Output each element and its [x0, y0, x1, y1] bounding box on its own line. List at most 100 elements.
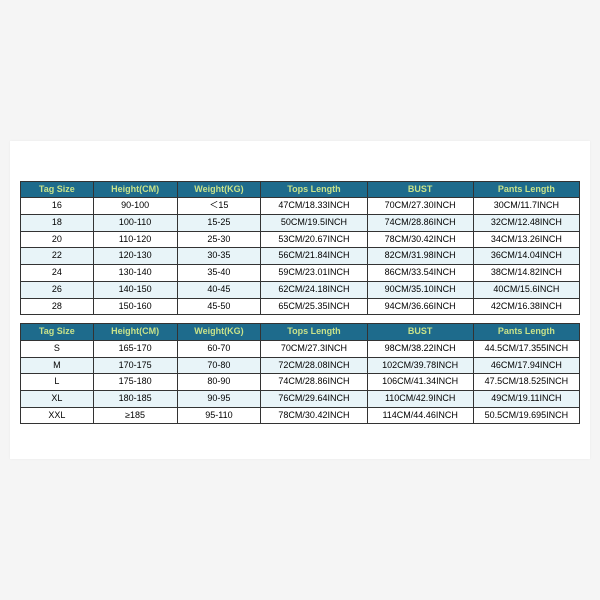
table-cell: 170-175	[93, 357, 177, 374]
table-cell: 20	[21, 231, 94, 248]
table-cell: 78CM/30.42INCH	[261, 407, 367, 424]
table-cell: 35-40	[177, 265, 261, 282]
table-row: 18100-11015-2550CM/19.5INCH74CM/28.86INC…	[21, 215, 580, 232]
tables-container: Tag Size Height(CM) Weight(KG) Tops Leng…	[20, 181, 580, 425]
table-cell: 62CM/24.18INCH	[261, 281, 367, 298]
table-cell: 42CM/16.38INCH	[473, 298, 579, 315]
col-pants-length: Pants Length	[473, 324, 579, 341]
table-cell: 59CM/23.01INCH	[261, 265, 367, 282]
table-row: S165-17060-7070CM/27.3INCH98CM/38.22INCH…	[21, 340, 580, 357]
table-row: 26140-15040-4562CM/24.18INCH90CM/35.10IN…	[21, 281, 580, 298]
table-cell: 120-130	[93, 248, 177, 265]
table-cell: XL	[21, 390, 94, 407]
table-cell: 130-140	[93, 265, 177, 282]
table-row: L175-18080-9074CM/28.86INCH106CM/41.34IN…	[21, 374, 580, 391]
table-row: M170-17570-8072CM/28.08INCH102CM/39.78IN…	[21, 357, 580, 374]
table-cell: 24	[21, 265, 94, 282]
table-row: 1690-100＜1547CM/18.33INCH70CM/27.30INCH3…	[21, 198, 580, 215]
col-tops-length: Tops Length	[261, 324, 367, 341]
table-cell: 102CM/39.78INCH	[367, 357, 473, 374]
table-head: Tag Size Height(CM) Weight(KG) Tops Leng…	[21, 181, 580, 198]
col-height: Height(CM)	[93, 181, 177, 198]
table-cell: 82CM/31.98INCH	[367, 248, 473, 265]
table-cell: XXL	[21, 407, 94, 424]
table-cell: 90CM/35.10INCH	[367, 281, 473, 298]
table-cell: 53CM/20.67INCH	[261, 231, 367, 248]
size-table-adults: Tag Size Height(CM) Weight(KG) Tops Leng…	[20, 323, 580, 424]
table-cell: 106CM/41.34INCH	[367, 374, 473, 391]
table-cell: 95-110	[177, 407, 261, 424]
col-tag-size: Tag Size	[21, 181, 94, 198]
table-cell: 15-25	[177, 215, 261, 232]
table-cell: 90-100	[93, 198, 177, 215]
table-cell: 100-110	[93, 215, 177, 232]
table-cell: S	[21, 340, 94, 357]
table-cell: 94CM/36.66INCH	[367, 298, 473, 315]
col-bust: BUST	[367, 181, 473, 198]
table-cell: 76CM/29.64INCH	[261, 390, 367, 407]
table-cell: 26	[21, 281, 94, 298]
page-container: Tag Size Height(CM) Weight(KG) Tops Leng…	[10, 141, 590, 460]
table-cell: 80-90	[177, 374, 261, 391]
table-cell: 165-170	[93, 340, 177, 357]
table-cell: 47CM/18.33INCH	[261, 198, 367, 215]
table-cell: 47.5CM/18.525INCH	[473, 374, 579, 391]
table-cell: 150-160	[93, 298, 177, 315]
table-cell: 110CM/42.9INCH	[367, 390, 473, 407]
table-cell: 110-120	[93, 231, 177, 248]
table-cell: 114CM/44.46INCH	[367, 407, 473, 424]
table-head: Tag Size Height(CM) Weight(KG) Tops Leng…	[21, 324, 580, 341]
col-tops-length: Tops Length	[261, 181, 367, 198]
table-cell: 46CM/17.94INCH	[473, 357, 579, 374]
table-cell: ＜15	[177, 198, 261, 215]
table-cell: ≥185	[93, 407, 177, 424]
table-cell: 140-150	[93, 281, 177, 298]
table-cell: 56CM/21.84INCH	[261, 248, 367, 265]
table-body: 1690-100＜1547CM/18.33INCH70CM/27.30INCH3…	[21, 198, 580, 315]
table-row: 28150-16045-5065CM/25.35INCH94CM/36.66IN…	[21, 298, 580, 315]
table-cell: 50.5CM/19.695INCH	[473, 407, 579, 424]
table-row: 22120-13030-3556CM/21.84INCH82CM/31.98IN…	[21, 248, 580, 265]
table-cell: 38CM/14.82INCH	[473, 265, 579, 282]
table-cell: 70CM/27.3INCH	[261, 340, 367, 357]
table-cell: L	[21, 374, 94, 391]
col-weight: Weight(KG)	[177, 324, 261, 341]
table-cell: 74CM/28.86INCH	[261, 374, 367, 391]
table-cell: 78CM/30.42INCH	[367, 231, 473, 248]
table-cell: 34CM/13.26INCH	[473, 231, 579, 248]
table-body: S165-17060-7070CM/27.3INCH98CM/38.22INCH…	[21, 340, 580, 423]
table-cell: 90-95	[177, 390, 261, 407]
col-height: Height(CM)	[93, 324, 177, 341]
col-pants-length: Pants Length	[473, 181, 579, 198]
table-cell: 28	[21, 298, 94, 315]
table-cell: 175-180	[93, 374, 177, 391]
table-row: XL180-18590-9576CM/29.64INCH110CM/42.9IN…	[21, 390, 580, 407]
table-cell: 60-70	[177, 340, 261, 357]
table-cell: 18	[21, 215, 94, 232]
table-cell: 30CM/11.7INCH	[473, 198, 579, 215]
col-bust: BUST	[367, 324, 473, 341]
table-cell: 44.5CM/17.355INCH	[473, 340, 579, 357]
table-cell: 86CM/33.54INCH	[367, 265, 473, 282]
table-cell: 65CM/25.35INCH	[261, 298, 367, 315]
table-cell: 98CM/38.22INCH	[367, 340, 473, 357]
table-cell: M	[21, 357, 94, 374]
table-cell: 70CM/27.30INCH	[367, 198, 473, 215]
table-row: XXL≥18595-11078CM/30.42INCH114CM/44.46IN…	[21, 407, 580, 424]
table-cell: 74CM/28.86INCH	[367, 215, 473, 232]
table-cell: 32CM/12.48INCH	[473, 215, 579, 232]
table-cell: 30-35	[177, 248, 261, 265]
table-cell: 72CM/28.08INCH	[261, 357, 367, 374]
table-cell: 25-30	[177, 231, 261, 248]
table-cell: 36CM/14.04INCH	[473, 248, 579, 265]
table-cell: 70-80	[177, 357, 261, 374]
table-cell: 180-185	[93, 390, 177, 407]
table-row: 24130-14035-4059CM/23.01INCH86CM/33.54IN…	[21, 265, 580, 282]
table-cell: 40CM/15.6INCH	[473, 281, 579, 298]
table-cell: 22	[21, 248, 94, 265]
table-cell: 40-45	[177, 281, 261, 298]
col-weight: Weight(KG)	[177, 181, 261, 198]
table-cell: 45-50	[177, 298, 261, 315]
size-table-kids: Tag Size Height(CM) Weight(KG) Tops Leng…	[20, 181, 580, 316]
table-row: 20110-12025-3053CM/20.67INCH78CM/30.42IN…	[21, 231, 580, 248]
